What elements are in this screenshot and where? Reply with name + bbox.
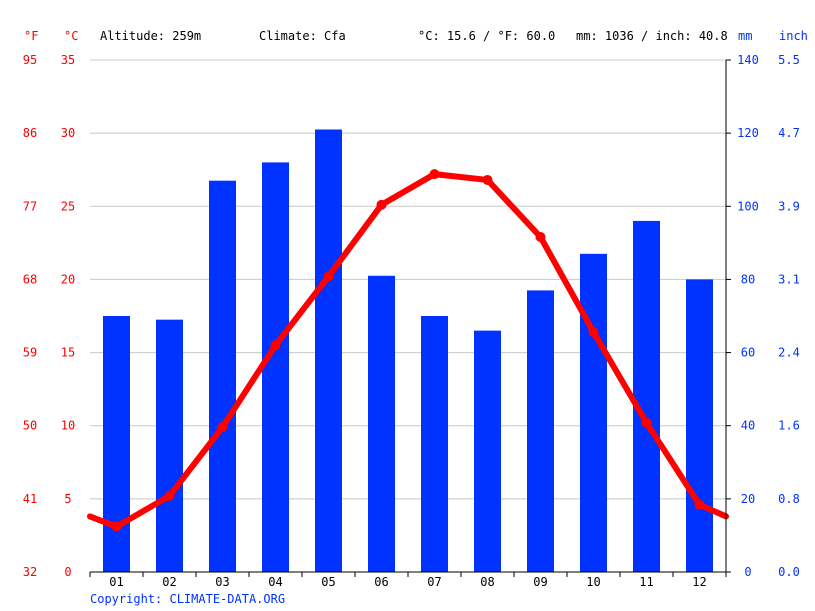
month-label: 06	[374, 575, 388, 589]
precipitation-bar	[527, 290, 554, 572]
inch-tick-label: 4.7	[778, 126, 800, 140]
inch-tick-label: 3.9	[778, 199, 800, 213]
precipitation-bar	[633, 220, 660, 572]
month-label: 03	[215, 575, 229, 589]
precipitation-bar	[686, 279, 713, 572]
temperature-point	[376, 199, 387, 210]
month-label: 09	[533, 575, 547, 589]
inch-tick-label: 5.5	[778, 53, 800, 67]
precipitation-bar	[474, 330, 501, 572]
temperature-point	[217, 422, 228, 433]
temperature-line	[87, 169, 729, 532]
month-label: 07	[427, 575, 441, 589]
gridlines	[90, 59, 726, 500]
fahrenheit-tick-label: 68	[23, 272, 37, 286]
inch-tick-label: 2.4	[778, 346, 800, 360]
fahrenheit-unit-label: °F	[24, 29, 38, 43]
copyright-text: Copyright: CLIMATE-DATA.ORG	[90, 592, 285, 606]
precipitation-bar	[156, 319, 183, 572]
mm-tick-label: 0	[744, 565, 751, 579]
climate-label: Climate: Cfa	[259, 29, 346, 43]
precipitation-bar	[103, 316, 130, 572]
tick-labels: 32 0 0 0.0 41 5 20 0.8 50 10 40 1.6 59 15 60 2.4 68 20 80 3…	[23, 53, 800, 589]
celsius-tick-label: 10	[61, 419, 75, 433]
fahrenheit-tick-label: 32	[23, 565, 37, 579]
fahrenheit-tick-label: 59	[23, 346, 37, 360]
month-label: 05	[321, 575, 335, 589]
mm-tick-label: 40	[741, 419, 755, 433]
precipitation-bar	[262, 162, 289, 572]
inch-unit-label: inch	[779, 29, 808, 43]
month-label: 01	[109, 575, 123, 589]
mm-tick-label: 100	[737, 199, 759, 213]
temperature-point	[482, 174, 493, 185]
total-precipitation-label: mm: 1036 / inch: 40.8	[576, 29, 728, 43]
celsius-tick-label: 25	[61, 199, 75, 213]
fahrenheit-tick-label: 95	[23, 53, 37, 67]
precipitation-bar	[315, 129, 342, 572]
mm-tick-label: 80	[741, 272, 755, 286]
precipitation-bar	[580, 253, 607, 573]
celsius-unit-label: °C	[64, 29, 78, 43]
celsius-tick-label: 15	[61, 346, 75, 360]
temperature-point	[641, 417, 652, 428]
temperature-point	[323, 271, 334, 282]
mm-tick-label: 120	[737, 126, 759, 140]
month-label: 10	[586, 575, 600, 589]
temperature-point	[429, 169, 440, 180]
celsius-tick-label: 0	[64, 565, 71, 579]
mm-tick-label: 20	[741, 492, 755, 506]
temperature-point	[588, 327, 599, 338]
precipitation-bar	[421, 316, 448, 572]
fahrenheit-tick-label: 41	[23, 492, 37, 506]
precipitation-bar	[209, 180, 236, 572]
mm-tick-label: 60	[741, 346, 755, 360]
inch-tick-label: 0.8	[778, 492, 800, 506]
altitude-label: Altitude: 259m	[100, 29, 201, 43]
month-label: 02	[162, 575, 176, 589]
temperature-point	[694, 499, 705, 510]
temperature-point	[270, 340, 281, 351]
mm-tick-label: 140	[737, 53, 759, 67]
celsius-tick-label: 30	[61, 126, 75, 140]
temperature-point	[164, 490, 175, 501]
month-label: 11	[639, 575, 653, 589]
average-temperature-label: °C: 15.6 / °F: 60.0	[418, 29, 555, 43]
precipitation-bars	[103, 129, 713, 573]
mm-unit-label: mm	[738, 29, 752, 43]
celsius-tick-label: 20	[61, 272, 75, 286]
temperature-point	[111, 521, 122, 532]
fahrenheit-tick-label: 50	[23, 419, 37, 433]
celsius-tick-label: 5	[64, 492, 71, 506]
inch-tick-label: 3.1	[778, 272, 800, 286]
month-label: 04	[268, 575, 282, 589]
temperature-point	[535, 232, 546, 243]
month-label: 12	[692, 575, 706, 589]
inch-tick-label: 0.0	[778, 565, 800, 579]
fahrenheit-tick-label: 77	[23, 199, 37, 213]
celsius-tick-label: 35	[61, 53, 75, 67]
inch-tick-label: 1.6	[778, 419, 800, 433]
temperature-line-path	[87, 171, 729, 530]
axes	[89, 59, 731, 577]
precipitation-bar	[368, 275, 395, 572]
month-label: 08	[480, 575, 494, 589]
fahrenheit-tick-label: 86	[23, 126, 37, 140]
